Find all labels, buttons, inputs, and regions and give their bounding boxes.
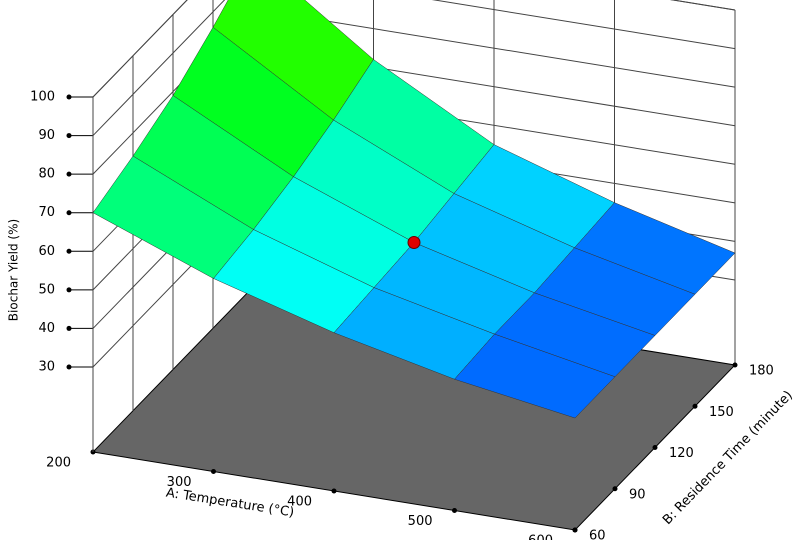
z-tick-dot [66,210,72,216]
x-tick-label: 400 [287,495,312,510]
x-tick-label: 500 [408,514,433,529]
z-tick-dot [66,248,72,254]
z-tick-dot [66,287,72,293]
x-axis-label: A: Temperature (°C) [165,485,295,520]
y-tick-label: 90 [629,487,646,502]
z-tick-dot [66,364,72,370]
z-tick-dot [66,94,72,100]
z-tick-label: 70 [38,205,55,220]
x-tick-label: 600 [528,534,553,541]
y-tick-label: 60 [589,529,606,541]
y-tick-dot [612,486,618,492]
y-tick-label: 120 [669,446,694,461]
z-tick-label: 80 [38,167,55,182]
y-tick-dot [732,362,738,368]
x-tick-dot [452,508,457,513]
z-tick-label: 50 [38,282,55,297]
z-tick-label: 90 [38,128,55,143]
z-tick-dot [66,325,72,331]
z-tick-dot [66,171,72,177]
z-tick-label: 40 [38,321,55,336]
design-point [407,236,421,249]
surface-patch [454,333,616,419]
y-tick-dot [652,445,658,450]
x-tick-label: 300 [167,475,192,490]
y-tick-label: 150 [709,405,734,420]
z-tick-label: 60 [38,244,55,259]
y-tick-label: 180 [749,364,774,379]
y-tick-dot [692,403,698,409]
x-tick-dot [331,488,337,494]
x-tick-label: 200 [46,456,71,471]
z-tick-label: 30 [38,360,55,375]
z-tick-label: 100 [30,90,55,105]
x-tick-dot [211,469,216,474]
z-tick-dot [66,133,72,139]
y-tick-dot [572,527,578,533]
z-axis-label: Biochar Yield (%) [7,219,21,321]
